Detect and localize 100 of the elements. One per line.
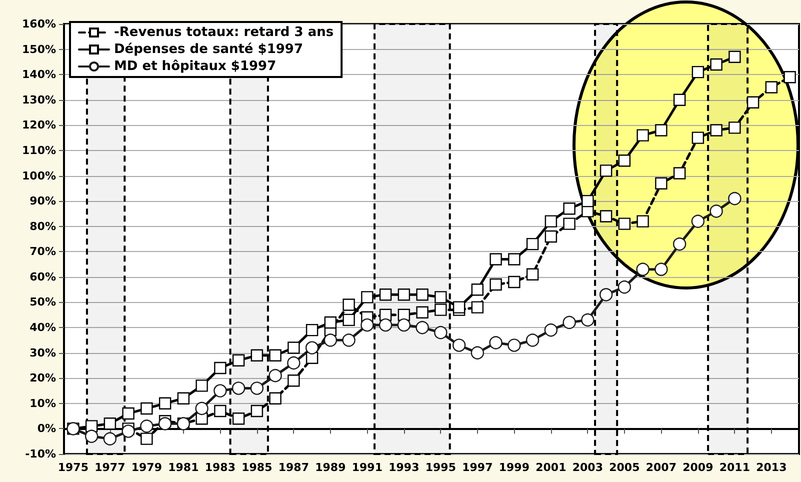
- point: [562, 316, 576, 330]
- x-tick-label: 1993: [388, 461, 420, 474]
- point: [232, 354, 245, 367]
- point: [710, 204, 723, 218]
- x-tick-label: 2003: [572, 461, 603, 474]
- x-tick-label: 1997: [462, 461, 493, 474]
- point: [195, 402, 208, 416]
- point: [324, 316, 337, 329]
- point: [636, 262, 650, 276]
- point: [765, 81, 778, 94]
- point: [342, 298, 355, 311]
- point: [140, 420, 154, 433]
- point: [728, 50, 741, 63]
- point: [103, 432, 117, 446]
- point: [214, 404, 226, 418]
- point: [232, 412, 245, 425]
- x-tick-label: 1989: [315, 461, 346, 474]
- point: [398, 288, 410, 301]
- x-tick-label: 1975: [58, 461, 88, 474]
- x-tick-label: 1995: [425, 461, 456, 474]
- y-tick-label: 20%: [30, 372, 56, 385]
- x-tick-label: 2013: [756, 461, 787, 474]
- point: [471, 301, 484, 314]
- y-tick-label: 60%: [30, 270, 56, 284]
- y-tick-label: 10%: [30, 396, 56, 410]
- y-tick-label: 90%: [30, 194, 56, 208]
- point: [654, 262, 668, 276]
- point: [618, 280, 632, 294]
- y-tick-label: 130%: [22, 93, 56, 106]
- point: [269, 349, 282, 362]
- x-tick-label: 1983: [204, 461, 236, 474]
- point: [526, 334, 540, 347]
- point: [508, 276, 520, 288]
- x-tick-label: 1991: [352, 461, 382, 474]
- point: [489, 336, 502, 350]
- point: [618, 154, 631, 167]
- point: [710, 124, 722, 136]
- point: [84, 430, 98, 443]
- point: [268, 368, 282, 382]
- point: [140, 402, 153, 415]
- legend-label: -Revenus totaux: retard 3 ans: [114, 25, 334, 40]
- point: [672, 237, 686, 251]
- x-tick-label: 1999: [498, 461, 530, 474]
- point: [177, 392, 190, 404]
- point: [360, 318, 374, 332]
- point: [288, 374, 300, 387]
- point: [582, 194, 594, 208]
- x-tick-label: 1985: [242, 461, 272, 474]
- point: [728, 192, 742, 206]
- point: [434, 304, 447, 316]
- x-tick-label: 2009: [682, 461, 714, 474]
- point: [397, 318, 411, 332]
- point: [710, 58, 722, 71]
- point: [250, 349, 264, 362]
- point: [342, 334, 356, 347]
- point: [673, 167, 686, 180]
- point: [379, 288, 392, 301]
- point: [692, 66, 704, 78]
- y-tick-label: -10%: [25, 448, 56, 460]
- y-tick-label: 110%: [22, 144, 56, 157]
- point: [452, 338, 466, 352]
- point: [655, 177, 668, 190]
- point: [470, 346, 484, 360]
- x-tick-label: 2007: [646, 461, 676, 474]
- point: [563, 218, 576, 230]
- point: [158, 417, 172, 430]
- point: [288, 342, 300, 354]
- point: [250, 382, 264, 395]
- point: [526, 268, 539, 281]
- point: [691, 214, 705, 228]
- point: [378, 318, 392, 332]
- point: [673, 94, 686, 106]
- y-tick-label: 80%: [30, 220, 56, 233]
- point: [306, 324, 318, 336]
- point: [636, 129, 649, 142]
- point: [452, 301, 466, 314]
- point: [471, 283, 484, 296]
- point: [600, 164, 612, 177]
- point: [158, 397, 172, 410]
- point: [490, 278, 502, 291]
- point: [214, 384, 227, 398]
- point: [544, 323, 558, 337]
- point: [728, 122, 741, 134]
- point: [526, 238, 539, 250]
- point: [140, 432, 153, 445]
- point: [581, 313, 594, 327]
- x-tick-label: 2001: [536, 461, 566, 474]
- y-tick-label: 50%: [30, 296, 56, 309]
- point: [746, 96, 760, 109]
- point: [122, 407, 134, 420]
- point: [434, 326, 448, 340]
- point: [342, 314, 355, 326]
- point: [508, 338, 521, 352]
- y-tick-label: 0%: [37, 422, 56, 436]
- point: [636, 215, 649, 228]
- point: [600, 210, 612, 222]
- point: [599, 288, 613, 302]
- point: [508, 253, 520, 266]
- point: [196, 380, 208, 392]
- y-tick-label: 140%: [22, 68, 56, 82]
